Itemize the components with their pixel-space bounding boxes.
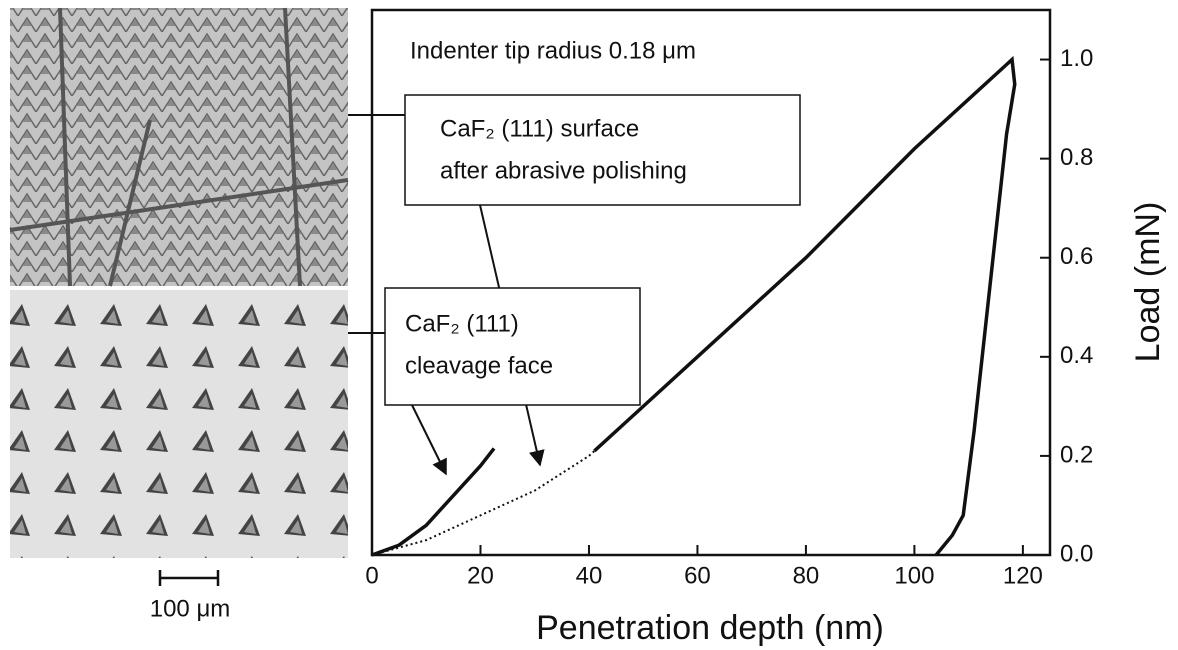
annotation-text: cleavage face — [405, 352, 553, 379]
chart-title: Indenter tip radius 0.18 μm — [410, 37, 696, 64]
annotation-text: CaF₂ (111) surface — [440, 115, 639, 142]
scale-bar-label: 100 μm — [150, 595, 231, 622]
y-tick-label: 0.6 — [1060, 243, 1093, 270]
annotation-box — [404, 94, 801, 206]
x-tick-label: 120 — [1003, 562, 1043, 589]
y-axis-label: Load (mN) — [1129, 202, 1167, 363]
y-tick-label: 0.2 — [1060, 441, 1093, 468]
x-tick-label: 0 — [365, 562, 378, 589]
x-tick-label: 60 — [684, 562, 711, 589]
y-tick-label: 0.8 — [1060, 144, 1093, 171]
annotation-arrow — [411, 404, 447, 476]
y-tick-label: 0.0 — [1060, 540, 1093, 567]
x-tick-label: 80 — [793, 562, 820, 589]
data-line — [371, 447, 496, 557]
micrograph-cleavage — [10, 290, 348, 558]
plot-frame — [370, 8, 1052, 557]
x-axis-label: Penetration depth (nm) — [536, 609, 884, 647]
x-tick-label: 100 — [894, 562, 934, 589]
x-tick-label: 40 — [576, 562, 603, 589]
x-tick-label: 20 — [467, 562, 494, 589]
annotation-text: CaF₂ (111) — [405, 310, 519, 337]
y-tick-label: 1.0 — [1060, 45, 1093, 72]
annotation-box — [384, 287, 641, 406]
annotation-text: after abrasive polishing — [440, 157, 687, 184]
y-tick-label: 0.4 — [1060, 342, 1093, 369]
micrograph-scratches — [9, 7, 349, 287]
